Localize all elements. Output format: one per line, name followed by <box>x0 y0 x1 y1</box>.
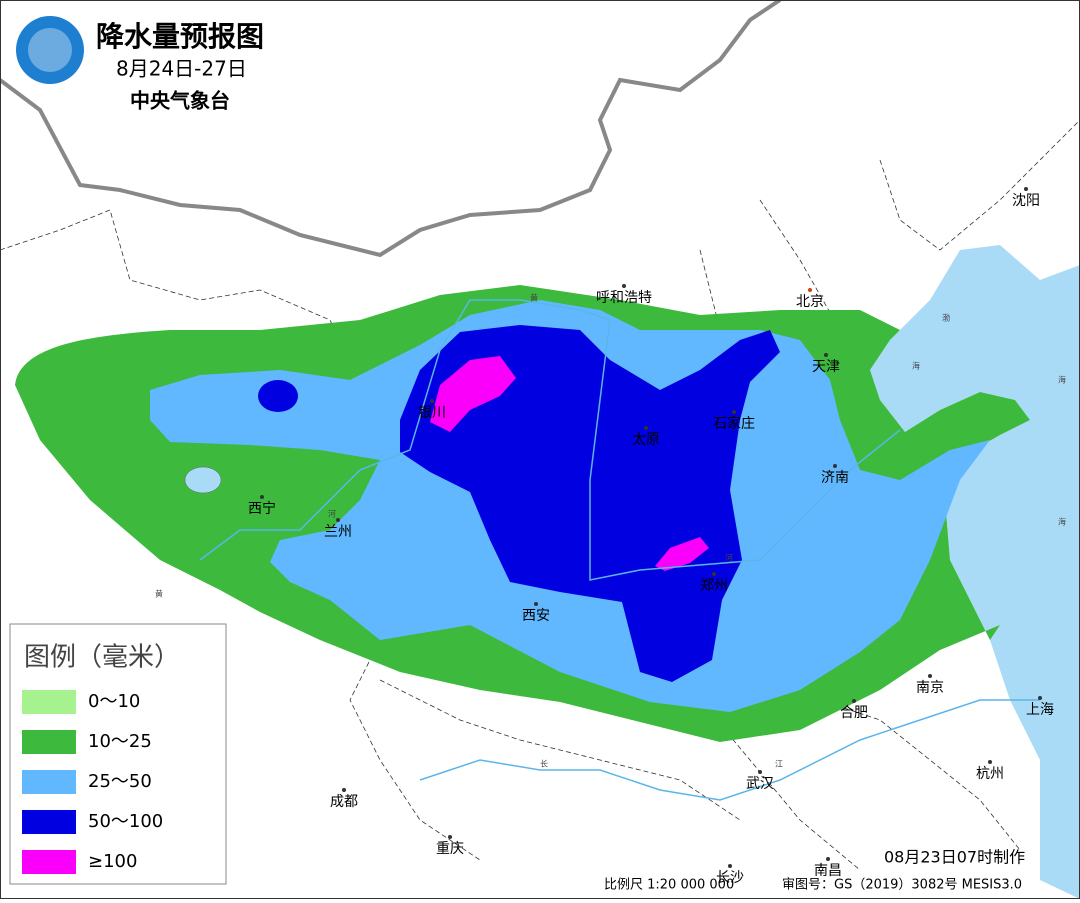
city-dot <box>448 835 452 839</box>
city-label: 济南 <box>821 470 849 486</box>
legend-label: ≥100 <box>88 851 137 872</box>
map-label: 河 <box>328 509 336 519</box>
national-border <box>0 0 782 258</box>
city-dot <box>342 788 346 792</box>
city-label: 郑州 <box>700 578 728 594</box>
issuer: 中央气象台 <box>130 89 230 113</box>
legend-swatch <box>22 690 76 714</box>
city-label: 天津 <box>812 359 840 375</box>
legend-label: 10～25 <box>88 731 152 752</box>
logo-inner <box>28 28 72 72</box>
city-dot <box>644 426 648 430</box>
city-dot <box>728 864 732 868</box>
approval: 审图号：GS（2019）3082号 MESIS3.0 <box>782 878 1022 893</box>
legend-label: 25～50 <box>88 771 152 792</box>
city-dot <box>622 284 626 288</box>
legend-swatch <box>22 810 76 834</box>
title: 降水量预报图 <box>96 20 264 53</box>
map-label: 河 <box>725 553 733 563</box>
city-dot <box>712 572 716 576</box>
legend-title: 图例（毫米） <box>24 643 180 673</box>
rivers <box>199 299 1040 801</box>
legend-swatch <box>22 770 76 794</box>
city-label: 西安 <box>522 608 550 624</box>
map-label: 长 <box>540 759 548 769</box>
city-dot <box>826 857 830 861</box>
scale: 比例尺 1:20 000 000 <box>604 878 734 893</box>
city-dot <box>1024 187 1028 191</box>
city-label: 兰州 <box>324 524 352 540</box>
legend-label: 50～100 <box>88 811 163 832</box>
city-label: 西宁 <box>248 500 276 517</box>
city-dot <box>833 464 837 468</box>
city-label: 沈阳 <box>1012 193 1040 209</box>
made-time: 08月23日07时制作 <box>884 848 1025 867</box>
city-dot <box>852 699 856 703</box>
city-dot <box>732 410 736 414</box>
precip-100 <box>655 537 709 571</box>
city-label: 武汉 <box>746 776 774 792</box>
city-label: 成都 <box>330 794 358 810</box>
city-label: 银川 <box>418 405 446 421</box>
logo <box>16 16 84 84</box>
city-label: 合肥 <box>840 705 868 721</box>
city-label: 太原 <box>632 432 660 448</box>
city-dot <box>534 602 538 606</box>
city-dot <box>928 674 932 678</box>
map-label: 黄 <box>530 293 538 303</box>
city-label: 南昌 <box>814 863 842 879</box>
city-dot <box>1038 696 1042 700</box>
city-dot <box>430 399 434 403</box>
city-label: 上海 <box>1026 702 1054 718</box>
city-dot <box>824 353 828 357</box>
city-dot <box>336 518 340 522</box>
precip-100 <box>430 356 516 432</box>
city-label: 呼和浩特 <box>596 290 652 306</box>
city-label: 重庆 <box>436 841 464 857</box>
precip-50-100 <box>258 380 298 412</box>
city-dot <box>758 770 762 774</box>
city-dot <box>808 288 812 292</box>
city-label: 长沙 <box>716 870 744 886</box>
map-label: 渤 <box>942 313 950 323</box>
map-label: 海 <box>912 361 920 371</box>
map-label: 黄 <box>155 589 163 599</box>
map-label: 江 <box>775 760 783 769</box>
map-label: 海 <box>1058 375 1066 385</box>
city-label: 北京 <box>796 294 824 310</box>
city-label: 南京 <box>916 680 944 696</box>
lake <box>184 466 222 494</box>
map-label: 海 <box>1058 517 1066 527</box>
legend-swatch <box>22 730 76 754</box>
city-label: 石家庄 <box>713 415 755 432</box>
city-label: 杭州 <box>976 766 1004 782</box>
city-dot <box>260 495 264 499</box>
legend-label: 0～10 <box>88 691 140 712</box>
sea <box>870 245 1080 899</box>
city-dot <box>988 760 992 764</box>
legend-swatch <box>22 850 76 874</box>
period: 8月24日-27日 <box>116 57 247 81</box>
